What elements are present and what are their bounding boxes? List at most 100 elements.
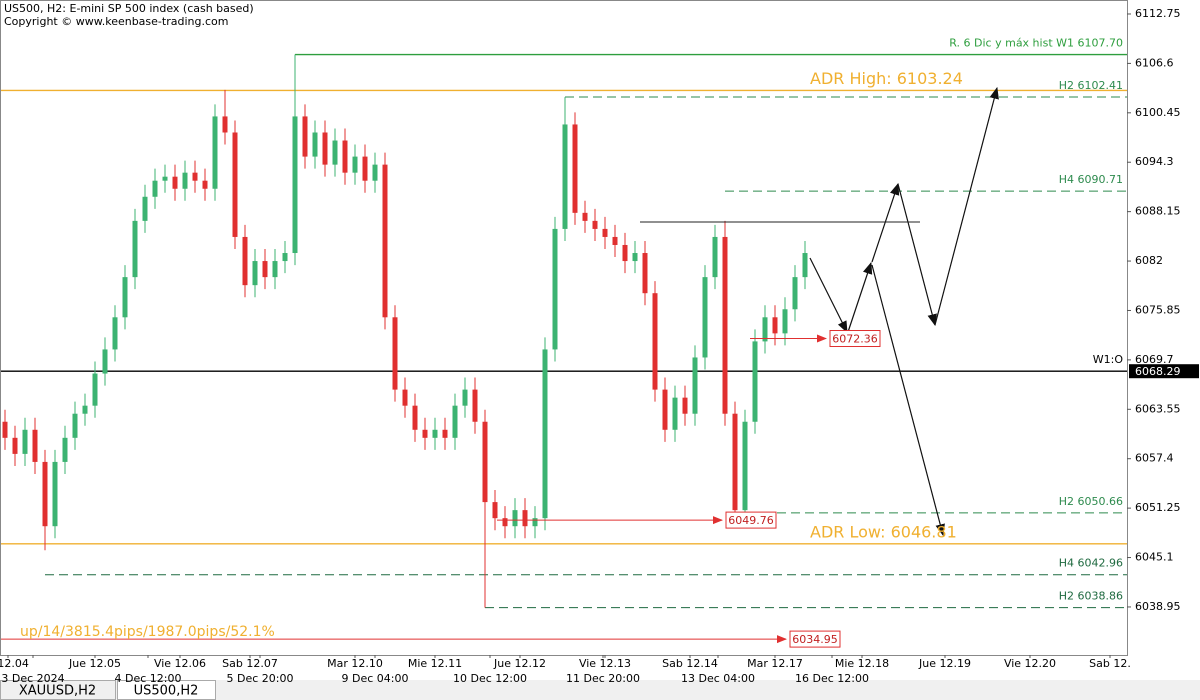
candle-body — [752, 341, 758, 422]
candle-body — [702, 277, 708, 358]
price-box — [725, 511, 777, 529]
x-tick-label: 9 Dec 04:00 — [342, 672, 409, 685]
candle-body — [632, 253, 638, 262]
x-tick-label: Jue 12.12 — [493, 657, 546, 670]
tab-label[interactable]: XAUUSD,H2 — [19, 684, 96, 699]
candle-body — [712, 236, 718, 278]
tab-label[interactable]: US500,H2 — [134, 684, 199, 699]
y-tick-label: 6063.55 — [1135, 402, 1181, 415]
x-tick-label: 10 Dec 12:00 — [453, 672, 527, 685]
y-tick-label: 6057.4 — [1135, 452, 1174, 465]
candle-body — [502, 518, 508, 527]
x-tick-label: Mar 12.10 — [327, 657, 383, 670]
x-tick-label: Jue 12.05 — [68, 657, 121, 670]
level-label: ADR Low: 6046.81 — [810, 522, 957, 541]
x-tick-label: Vie 12.13 — [579, 657, 631, 670]
candle-body — [802, 253, 808, 278]
level-label: R. 6 Dic y máx hist W1 6107.70 — [949, 37, 1123, 50]
candle-body — [132, 220, 138, 278]
candle-body — [182, 172, 188, 189]
candle-body — [112, 317, 118, 350]
candle-body — [2, 421, 8, 438]
candle-body — [442, 429, 448, 438]
x-tick-label: e 12.04 — [0, 657, 29, 670]
candle-body — [322, 132, 328, 165]
y-tick-label: 6088.15 — [1135, 205, 1181, 218]
candle-body — [142, 196, 148, 221]
x-tick-label: 3 Dec 2024 — [1, 672, 64, 685]
candle-body — [762, 317, 768, 342]
candle-body — [192, 172, 198, 181]
x-tick-label: 11 Dec 20:00 — [566, 672, 640, 685]
x-tick-label: Sab 12.14 — [662, 657, 718, 670]
projection-arrows — [640, 86, 999, 537]
y-tick-label: 6094.3 — [1135, 155, 1174, 168]
plot-area — [0, 53, 1127, 644]
candle-body — [572, 124, 578, 213]
candle-body — [22, 429, 28, 454]
candle-body — [242, 236, 248, 286]
candle-body — [482, 421, 488, 503]
candle-body — [72, 413, 78, 438]
candle-body — [412, 405, 418, 430]
x-tick-label: Mar 12.17 — [747, 657, 803, 670]
y-tick-label: 6082 — [1135, 254, 1163, 267]
candle-body — [652, 293, 658, 390]
x-tick-label: 4 Dec 12:00 — [115, 672, 182, 685]
candle-body — [452, 405, 458, 438]
plot-frame — [0, 0, 1128, 656]
x-tick-label: Vie 12.06 — [154, 657, 206, 670]
candle-body — [772, 317, 778, 334]
candle-body — [252, 261, 258, 286]
candle-body — [92, 373, 98, 406]
stats-text: up/14/3815.4pips/1987.0pips/52.1% — [20, 624, 275, 640]
price-label: 6072.36 — [832, 333, 878, 346]
candle-body — [732, 413, 738, 511]
x-tick-label: Sab 12. — [1089, 657, 1131, 670]
x-tick-label: 13 Dec 04:00 — [681, 672, 755, 685]
candle-body — [792, 277, 798, 310]
x-tick-label: Jue 12.19 — [918, 657, 971, 670]
chart-subtitle: Copyright © www.keenbase-trading.com — [4, 15, 228, 28]
price-box — [789, 630, 841, 648]
x-tick-label: Mie 12.11 — [408, 657, 462, 670]
candle-body — [532, 518, 538, 527]
chart-title: US500, H2: E-mini SP 500 index (cash bas… — [4, 2, 254, 15]
candle-body — [172, 176, 178, 189]
candle-body — [272, 261, 278, 278]
price-box — [829, 330, 881, 348]
candle-body — [722, 236, 728, 414]
candle-body — [682, 397, 688, 414]
candle-body — [12, 437, 18, 454]
candle-body — [582, 212, 588, 221]
x-tick-label: 16 Dec 12:00 — [795, 672, 869, 685]
y-tick-label: 6100.45 — [1135, 106, 1181, 119]
y-tick-label: 6038.95 — [1135, 600, 1181, 613]
level-label: H2 6102.41 — [1059, 79, 1123, 92]
level-label: H4 6090.71 — [1059, 173, 1123, 186]
candle-body — [152, 180, 158, 197]
x-tick-label: 5 Dec 20:00 — [227, 672, 294, 685]
candle-body — [102, 349, 108, 374]
candle-body — [292, 116, 298, 254]
candle-body — [422, 429, 428, 438]
x-tick-label: Vie 12.20 — [1004, 657, 1056, 670]
candle-body — [512, 510, 518, 527]
candle-body — [362, 156, 368, 181]
y-tick-label: 6045.1 — [1135, 551, 1174, 564]
x-tick-label: Mie 12.18 — [835, 657, 889, 670]
candle-body — [212, 116, 218, 189]
candle-body — [52, 461, 58, 527]
y-tick-label: 6075.85 — [1135, 303, 1181, 316]
candle-body — [592, 220, 598, 229]
candle-body — [472, 389, 478, 422]
candle-body — [612, 236, 618, 245]
candle-body — [392, 317, 398, 390]
candle-body — [222, 116, 228, 133]
level-label: H2 6038.86 — [1059, 590, 1123, 603]
candle-body — [232, 132, 238, 237]
candle-body — [352, 156, 358, 173]
candle-body — [162, 176, 168, 181]
level-label: H2 6050.66 — [1059, 495, 1123, 508]
